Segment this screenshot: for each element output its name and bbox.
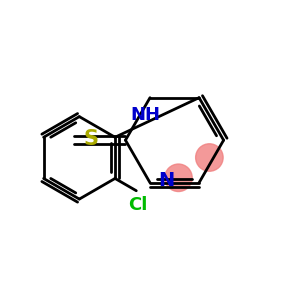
Text: S: S	[83, 129, 98, 149]
Circle shape	[165, 164, 192, 191]
Text: Cl: Cl	[129, 196, 148, 214]
Text: NH: NH	[130, 106, 160, 124]
Text: N: N	[158, 171, 174, 190]
Circle shape	[196, 144, 223, 171]
